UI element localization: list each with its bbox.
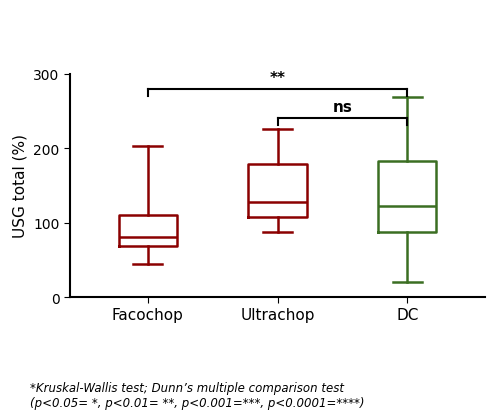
Text: ns: ns: [332, 100, 352, 114]
Text: **: **: [270, 71, 285, 85]
Y-axis label: USG total (%): USG total (%): [12, 134, 28, 238]
Text: *Kruskal-Wallis test; Dunn’s multiple comparison test
(p<0.05= *, p<0.01= **, p<: *Kruskal-Wallis test; Dunn’s multiple co…: [30, 381, 364, 409]
